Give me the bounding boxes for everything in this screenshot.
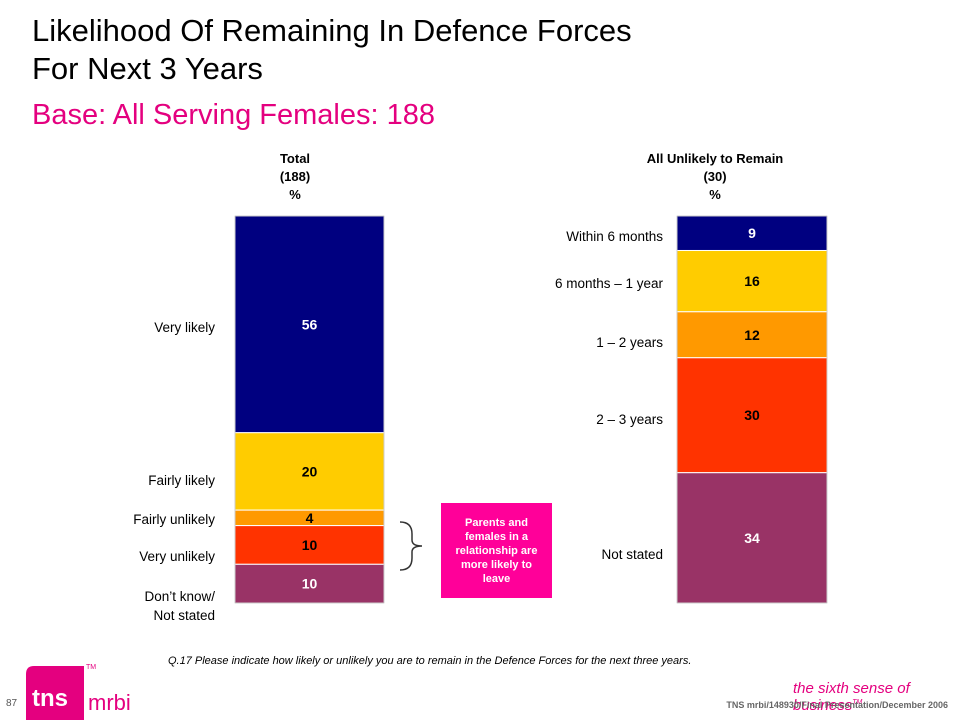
logo-mrbi: mrbi: [88, 690, 131, 715]
segment-label-fairly-likely: Fairly likely: [148, 473, 215, 488]
footer-reference: TNS mrbi/148930/Final Presentation/Decem…: [726, 700, 948, 710]
bar-segment: [676, 249, 828, 313]
header-line: %: [289, 187, 301, 202]
bar-segment: [676, 357, 828, 474]
bar-value-label: 4: [306, 510, 314, 526]
header-line: (30): [703, 169, 727, 184]
logo-text: tns: [32, 685, 68, 712]
title-line-1: Likelihood Of Remaining In Defence Force…: [32, 13, 632, 48]
bar-value-label: 20: [302, 463, 318, 479]
bar-value-label: 9: [748, 225, 756, 241]
tagline: the sixth sense of businessTM: [793, 680, 960, 714]
segment-label-fairly-unlikely: Fairly unlikely: [133, 512, 215, 527]
bar-outline: [234, 215, 385, 604]
total-column-header: Total (188) %: [220, 150, 370, 204]
page-number: 87: [6, 698, 18, 709]
bar-value-label: 30: [744, 407, 760, 423]
bar-value-label: 12: [744, 327, 760, 343]
bracket-icon: [399, 521, 423, 571]
header-line: %: [709, 187, 721, 202]
header-line: Total: [279, 151, 311, 166]
unlikely-column-header: All Unlikely to Remain (30) %: [620, 150, 810, 204]
bar-outline: [676, 215, 828, 604]
header-line: All Unlikely to Remain: [646, 151, 784, 166]
segment-label-dont-know: Don’t know/ Not stated: [144, 589, 215, 623]
bar-segment: [234, 563, 385, 604]
page-subtitle: Base: All Serving Females: 188: [32, 99, 435, 131]
callout-box: Parents and females in a relationship ar…: [441, 503, 552, 598]
segment-label-6-months-1-year: 6 months – 1 year: [554, 276, 663, 291]
bar-value-label: 10: [302, 576, 318, 592]
total-stacked-bar: 56 20 4 10 10: [234, 215, 385, 604]
tns-logo-icon: tns: [24, 664, 84, 720]
tagline-tm: TM: [852, 699, 863, 706]
bar-value-label: 34: [744, 530, 760, 546]
segment-label-1-2-years: 1 – 2 years: [596, 335, 663, 350]
segment-label-very-unlikely: Very unlikely: [139, 549, 215, 564]
header-line: (188): [279, 169, 311, 184]
bar-value-label: 10: [302, 537, 318, 553]
question-note: Q.17 Please indicate how likely or unlik…: [168, 655, 692, 667]
tagline-text: the sixth sense of business: [793, 680, 910, 714]
title-line-2: For Next 3 Years: [32, 51, 263, 86]
segment-label-not-stated: Not stated: [601, 547, 663, 562]
bar-segment: [234, 432, 385, 511]
segment-label-within-6-months: Within 6 months: [566, 229, 663, 244]
segment-label-2-3-years: 2 – 3 years: [596, 412, 663, 427]
bar-value-label: 56: [302, 316, 318, 332]
page-title: Likelihood Of Remaining In Defence Force…: [32, 12, 632, 88]
unlikely-stacked-bar: 9 16 12 30 34: [676, 215, 828, 604]
segment-label-very-likely: Very likely: [154, 320, 215, 335]
logo-tm: TM: [86, 664, 97, 671]
bar-segment: [676, 472, 828, 604]
bar-value-label: 16: [744, 273, 760, 289]
